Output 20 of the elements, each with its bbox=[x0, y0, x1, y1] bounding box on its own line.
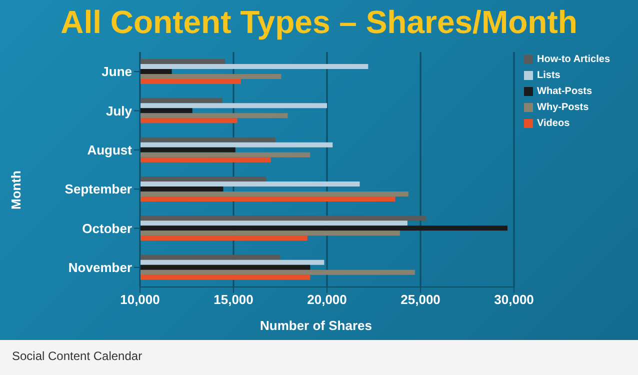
legend-label: Videos bbox=[537, 118, 570, 129]
x-axis-title: Number of Shares bbox=[259, 318, 373, 333]
x-tick-label: 30,000 bbox=[494, 292, 534, 308]
x-tick-label: 10,000 bbox=[120, 292, 160, 308]
legend-label: What-Posts bbox=[537, 86, 592, 97]
legend-label: How-to Articles bbox=[537, 54, 610, 65]
legend-label: Why-Posts bbox=[537, 102, 589, 113]
y-tick-label: August bbox=[87, 142, 133, 158]
x-tick-label: 20,000 bbox=[307, 292, 347, 308]
y-axis-title: Month bbox=[8, 170, 24, 210]
text: Social Content Calendar bbox=[12, 349, 142, 363]
y-tick-label: June bbox=[102, 64, 132, 80]
x-tick-label: 25,000 bbox=[400, 292, 440, 308]
y-tick-label: October bbox=[82, 220, 132, 236]
y-tick-label: September bbox=[64, 182, 132, 197]
x-tick-label: 15,000 bbox=[214, 292, 254, 308]
legend-label: Lists bbox=[537, 70, 560, 81]
y-tick-label: November bbox=[68, 260, 132, 276]
chart-title: All Content Types – Shares/Month bbox=[60, 4, 578, 42]
y-tick-label: July bbox=[106, 103, 133, 118]
